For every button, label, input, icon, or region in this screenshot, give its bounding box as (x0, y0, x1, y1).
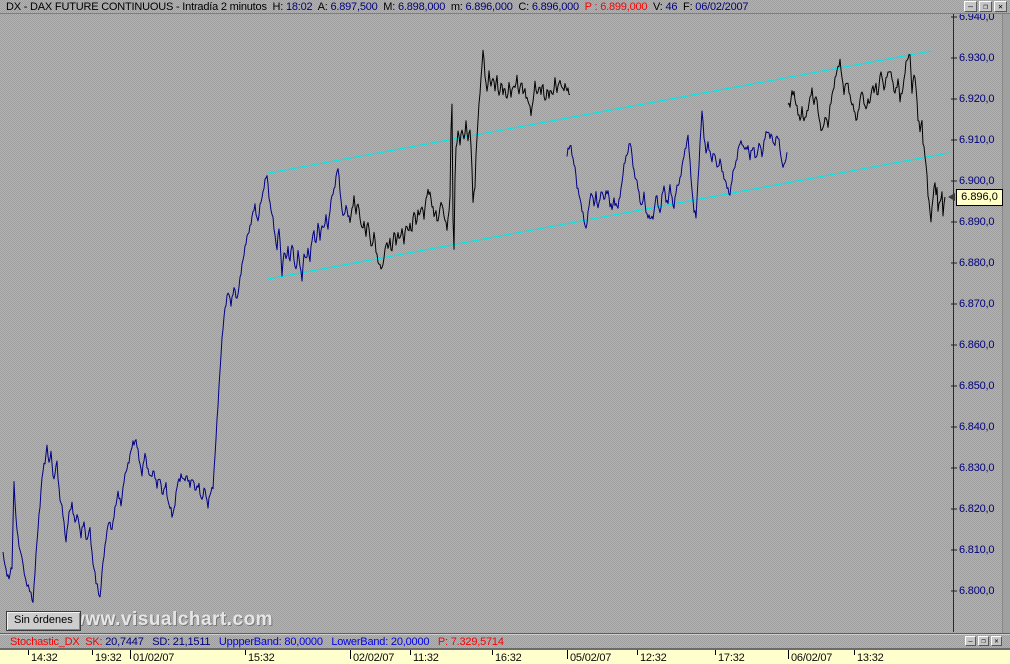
y-axis-label: 6.880,0 (959, 257, 995, 269)
title-field: m: (445, 1, 466, 13)
visualchart-watermark: www.visualchart.com (70, 609, 274, 630)
chart-title: DX - DAX FUTURE CONTINUOUS - Intradía 2 … (6, 1, 749, 13)
title-field: 6.899,000 (600, 1, 648, 13)
indicator-value: 20,7447 (105, 636, 144, 648)
last-price-tag: 6.896,0 (956, 189, 1003, 206)
time-tick (715, 650, 716, 655)
x-axis-label: 02/02/07 (353, 652, 395, 664)
indicator-value: LowerBand: (322, 636, 391, 648)
indicator-value: SK: (79, 636, 106, 648)
chart-area[interactable] (0, 14, 1010, 633)
price-series (2, 168, 351, 603)
time-tick (410, 650, 411, 655)
title-field: F: (677, 1, 696, 13)
title-field: C: (512, 1, 532, 13)
y-axis-label: 6.810,0 (959, 544, 995, 556)
x-axis-label: 14:32 (31, 652, 58, 664)
indicator-bar: Stochastic_DX SK: 20,7447 SD: 21,1511 Up… (0, 633, 1010, 649)
indicator-window-controls: – ❐ ✕ (965, 636, 1002, 646)
indicator-value: 7.329,5714 (450, 636, 504, 648)
vertical-scrollbar[interactable] (1002, 14, 1010, 633)
price-series (349, 49, 571, 270)
close-button[interactable]: ✕ (994, 1, 1007, 12)
trend-channel-line (267, 152, 951, 280)
time-tick (637, 650, 638, 655)
window-controls: – ❐ ✕ (964, 1, 1007, 12)
minimize-button[interactable]: – (964, 1, 977, 12)
day-tick (567, 650, 568, 659)
y-axis-label: 6.850,0 (959, 380, 995, 392)
time-tick (854, 650, 855, 655)
x-axis: 14:32 19:32 01/02/07 15:32 02/02/07 11:32 16:3… (0, 649, 1010, 664)
title-field: A: (312, 1, 331, 13)
title-field: 6.897,500 (330, 1, 378, 13)
title-field: M: (377, 1, 398, 13)
close-button[interactable]: ✕ (991, 636, 1002, 646)
x-axis-label: 06/02/07 (791, 652, 833, 664)
y-axis-label: 6.920,0 (959, 93, 995, 105)
x-axis-label: 13:32 (857, 652, 884, 664)
y-axis-label: 6.800,0 (959, 585, 995, 597)
title-field: 6.898,000 (397, 1, 446, 13)
title-field: 6.896,000 (531, 1, 579, 13)
x-axis-label: 11:32 (413, 652, 439, 664)
x-axis-label: 19:32 (95, 652, 122, 664)
title-field: 06/02/2007 (695, 1, 749, 13)
y-axis-label: 6.940,0 (959, 11, 995, 23)
y-axis-label: 6.910,0 (959, 134, 995, 146)
indicator-value: 80,0000 (284, 636, 323, 648)
restore-button[interactable]: ❐ (979, 1, 992, 12)
day-tick (788, 650, 789, 659)
last-price-arrow-icon (948, 193, 955, 201)
title-field: P : (578, 1, 601, 13)
indicator-value: Stochastic_DX (10, 636, 80, 648)
y-axis-label: 6.890,0 (959, 216, 995, 228)
x-axis-label: 12:32 (640, 652, 667, 664)
y-axis-label: 6.860,0 (959, 339, 995, 351)
y-axis-label: 6.820,0 (959, 503, 995, 515)
x-axis-label: 05/02/07 (570, 652, 612, 664)
y-axis-label: 6.930,0 (959, 52, 995, 64)
title-field: V: (647, 1, 666, 13)
minimize-button[interactable]: – (965, 636, 976, 646)
price-series (787, 54, 946, 223)
day-tick (350, 650, 351, 659)
price-series (566, 110, 788, 229)
time-tick (28, 650, 29, 655)
y-axis-label: 6.900,0 (959, 175, 995, 187)
trend-channel-line (267, 50, 932, 174)
indicator-value: SD: (143, 636, 173, 648)
day-tick (130, 650, 131, 659)
title-field: 18:02 (285, 1, 313, 13)
title-bar: DX - DAX FUTURE CONTINUOUS - Intradía 2 … (0, 0, 1010, 14)
y-axis-label: 6.830,0 (959, 462, 995, 474)
x-axis-label: 17:32 (718, 652, 745, 664)
restore-button[interactable]: ❐ (978, 636, 989, 646)
x-axis-label: 16:32 (495, 652, 522, 664)
y-axis-label: 6.840,0 (959, 421, 995, 433)
time-tick (245, 650, 246, 655)
indicator-value: UppperBand: (210, 636, 285, 648)
title-field: 46 (665, 1, 678, 13)
price-chart[interactable] (0, 14, 1010, 633)
x-axis-label: 01/02/07 (133, 652, 175, 664)
indicator-value: P: (429, 636, 451, 648)
indicator-value: 20,0000 (390, 636, 430, 648)
no-orders-button[interactable]: Sin órdenes (6, 611, 81, 631)
y-axis-label: 6.870,0 (959, 298, 995, 310)
x-axis-label: 15:32 (248, 652, 275, 664)
title-field: H: (272, 1, 286, 13)
stochastic-values: Stochastic_DX SK: 20,7447 SD: 21,1511 Up… (10, 636, 504, 648)
indicator-value: 21,1511 (172, 636, 211, 648)
time-tick (92, 650, 93, 655)
title-field: 6.896,000 (465, 1, 513, 13)
title-field: DX - DAX FUTURE CONTINUOUS - Intradía 2 … (6, 1, 273, 13)
time-tick (492, 650, 493, 655)
